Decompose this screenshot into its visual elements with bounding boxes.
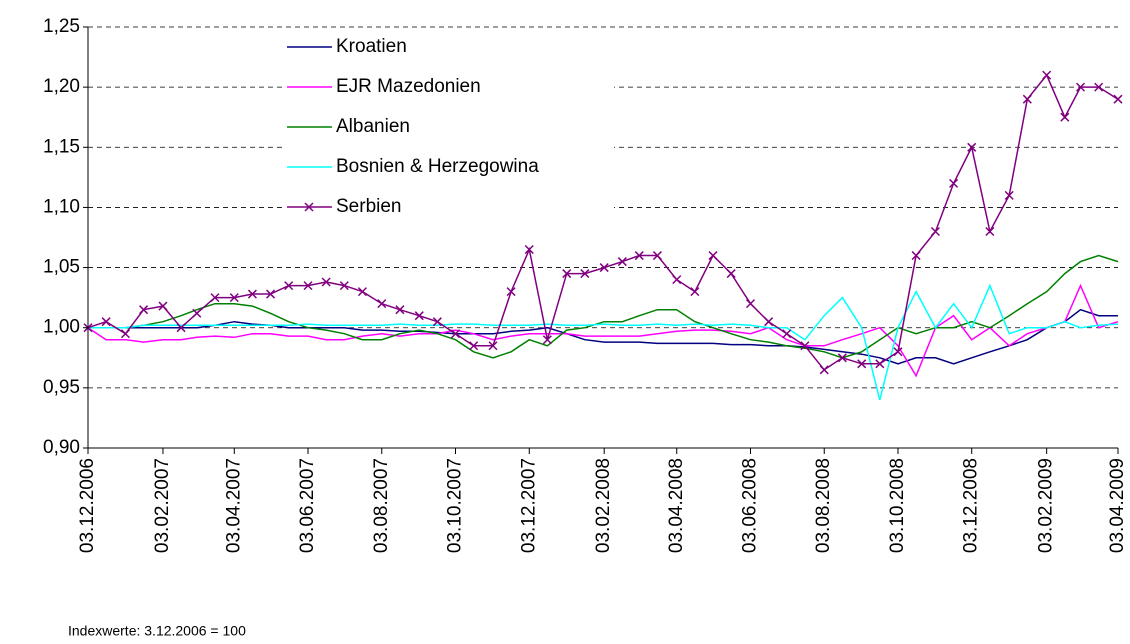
marker bbox=[432, 317, 442, 327]
marker bbox=[303, 281, 313, 291]
x-tick-label: 03.10.2008 bbox=[887, 458, 908, 553]
marker bbox=[875, 359, 885, 369]
legend-label: Albanien bbox=[336, 116, 410, 137]
x-tick-label: 03.06.2007 bbox=[297, 458, 318, 553]
marker bbox=[158, 301, 168, 311]
marker bbox=[617, 257, 627, 267]
legend-marker bbox=[304, 202, 314, 212]
marker bbox=[1094, 82, 1104, 92]
plot-area bbox=[83, 70, 1123, 401]
marker bbox=[120, 329, 131, 339]
marker bbox=[176, 323, 186, 333]
marker bbox=[949, 178, 959, 188]
marker bbox=[580, 269, 590, 279]
x-tick-label: 03.08.2008 bbox=[813, 458, 834, 553]
marker bbox=[210, 293, 220, 303]
x-tick-label: 03.12.2008 bbox=[961, 458, 982, 553]
legend: Kroatien EJR Mazedonien Albanien Bosnien & … bbox=[284, 30, 614, 230]
x-tick-label: 03.02.2007 bbox=[152, 458, 173, 553]
marker bbox=[1113, 94, 1123, 104]
y-tick-label: 1,20 bbox=[43, 76, 80, 97]
marker bbox=[192, 308, 202, 318]
marker bbox=[284, 281, 294, 291]
x-tick-label: 03.06.2008 bbox=[740, 458, 761, 553]
marker bbox=[819, 365, 829, 375]
marker bbox=[139, 305, 149, 315]
marker bbox=[985, 226, 995, 237]
marker bbox=[339, 281, 349, 291]
marker bbox=[599, 263, 609, 273]
marker bbox=[229, 293, 239, 303]
marker bbox=[764, 317, 774, 327]
marker bbox=[562, 269, 572, 279]
x-tick-label: 03.08.2007 bbox=[371, 458, 392, 553]
marker bbox=[690, 287, 700, 297]
marker bbox=[634, 251, 644, 261]
marker bbox=[266, 289, 276, 299]
marker bbox=[488, 341, 498, 351]
marker bbox=[1060, 112, 1070, 122]
marker bbox=[247, 289, 257, 299]
y-tick-label: 0,90 bbox=[43, 437, 80, 458]
x-tick-label: 03.04.2007 bbox=[223, 458, 244, 553]
marker bbox=[469, 341, 479, 351]
series-line bbox=[88, 308, 1118, 365]
marker bbox=[377, 299, 387, 309]
marker bbox=[837, 353, 847, 363]
series-line bbox=[87, 283, 1119, 378]
marker bbox=[321, 277, 331, 287]
x-tick-label: 03.02.2009 bbox=[1036, 458, 1057, 553]
x-tick-label: 03.04.2008 bbox=[666, 458, 687, 553]
legend-box bbox=[284, 30, 614, 230]
marker bbox=[357, 287, 367, 297]
legend-label: Kroatien bbox=[336, 36, 407, 57]
y-tick-label: 1,25 bbox=[43, 16, 80, 37]
footnote: Indexwerte: 3.12.2006 = 100 bbox=[68, 623, 246, 639]
series-line bbox=[88, 283, 1119, 401]
marker bbox=[708, 251, 718, 261]
marker bbox=[1004, 190, 1014, 200]
marker bbox=[542, 335, 552, 345]
marker bbox=[395, 305, 405, 315]
x-tick-label: 03.02.2008 bbox=[593, 458, 614, 553]
marker bbox=[911, 251, 921, 261]
marker bbox=[782, 329, 792, 339]
marker bbox=[967, 142, 977, 152]
marker bbox=[893, 347, 903, 357]
x-tick-label: 03.12.2006 bbox=[77, 458, 98, 553]
marker bbox=[800, 341, 810, 351]
x-tick-label: 03.10.2007 bbox=[445, 458, 466, 553]
marker bbox=[506, 287, 516, 297]
axes: 0,90 0,95 1,00 1,05 1,10 1,15 1,20 1,25 03.12.20… bbox=[43, 16, 1128, 553]
marker bbox=[672, 275, 682, 285]
marker bbox=[1075, 82, 1086, 92]
marker bbox=[1022, 94, 1032, 104]
marker bbox=[450, 329, 461, 339]
y-tick-label: 1,00 bbox=[43, 317, 80, 338]
y-tick-label: 0,95 bbox=[43, 377, 80, 398]
series-line bbox=[88, 254, 1119, 359]
marker bbox=[652, 251, 662, 261]
marker bbox=[857, 359, 867, 369]
marker bbox=[101, 317, 111, 327]
marker bbox=[414, 311, 424, 321]
marker bbox=[930, 226, 940, 237]
legend-label: EJR Mazedonien bbox=[336, 76, 481, 97]
marker bbox=[1042, 70, 1052, 80]
marker bbox=[726, 269, 736, 279]
x-tick-label: 03.04.2009 bbox=[1107, 458, 1128, 553]
legend-label: Serbien bbox=[336, 196, 402, 217]
y-tick-label: 1,05 bbox=[43, 257, 80, 278]
y-tick-label: 1,10 bbox=[43, 196, 80, 217]
legend-label: Bosnien & Herzegowina bbox=[336, 156, 539, 177]
marker bbox=[745, 299, 756, 309]
y-tick-label: 1,15 bbox=[43, 136, 80, 157]
x-tick-label: 03.12.2007 bbox=[518, 458, 539, 553]
marker bbox=[524, 244, 534, 255]
